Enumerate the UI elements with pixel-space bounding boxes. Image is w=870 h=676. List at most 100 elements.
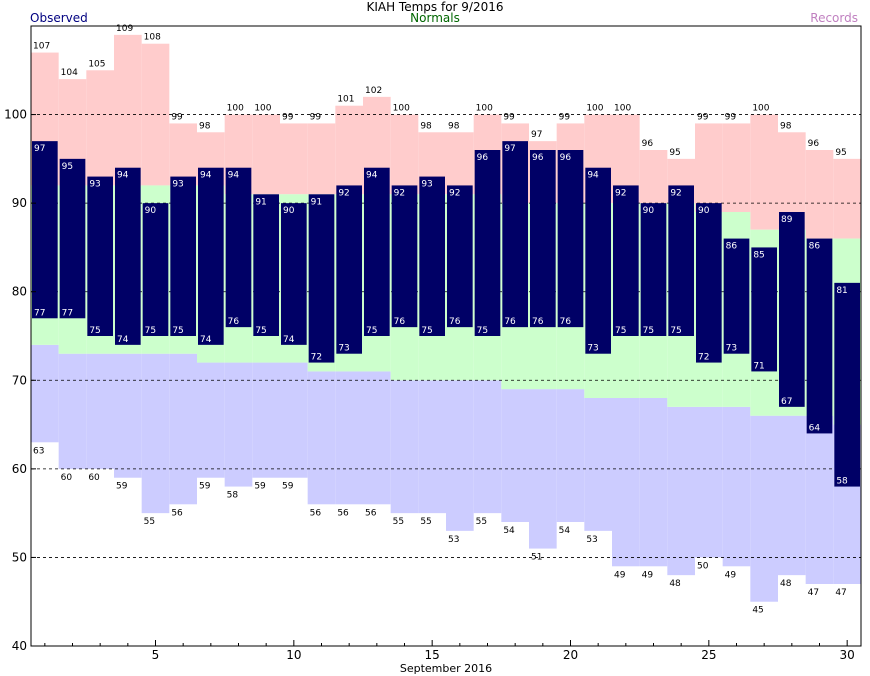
- record-high-label: 105: [88, 59, 105, 69]
- record-low-bar: [501, 389, 529, 522]
- record-high-label: 95: [669, 148, 680, 158]
- observed-low-label: 74: [283, 335, 295, 345]
- observed-bar: [474, 150, 501, 336]
- record-low-bar: [695, 406, 723, 558]
- record-high-label: 101: [337, 95, 354, 105]
- observed-low-label: 77: [62, 308, 73, 318]
- record-low-label: 49: [725, 570, 737, 580]
- record-high-bar: [750, 114, 778, 230]
- record-low-label: 50: [697, 561, 709, 571]
- record-low-bar: [390, 380, 419, 514]
- record-high-label: 100: [227, 104, 244, 114]
- observed-bar: [723, 238, 750, 354]
- record-high-bar: [805, 150, 834, 239]
- observed-high-label: 96: [532, 153, 544, 163]
- record-high-bar: [280, 123, 308, 195]
- x-tick-label: 15: [425, 648, 440, 662]
- observed-bar: [281, 203, 307, 345]
- y-tick-label: 70: [12, 373, 27, 387]
- observed-high-label: 92: [394, 188, 405, 198]
- record-high-label: 99: [503, 112, 515, 122]
- observed-bar: [557, 150, 584, 328]
- observed-low-label: 74: [200, 335, 212, 345]
- record-low-label: 55: [476, 517, 487, 527]
- observed-high-label: 94: [200, 171, 212, 181]
- record-high-label: 98: [780, 121, 792, 131]
- observed-bar: [668, 185, 694, 336]
- x-tick-label: 30: [840, 648, 855, 662]
- observed-high-label: 93: [172, 180, 183, 190]
- record-low-bar: [584, 398, 612, 531]
- record-high-label: 108: [144, 33, 161, 43]
- observed-bar: [419, 176, 445, 336]
- observed-low-label: 67: [781, 397, 792, 407]
- x-tick-label: 10: [286, 648, 301, 662]
- record-low-bar: [335, 371, 363, 505]
- observed-low-label: 75: [172, 326, 183, 336]
- record-low-bar: [141, 353, 170, 514]
- observed-low-label: 75: [477, 326, 488, 336]
- observed-bar: [87, 176, 113, 336]
- record-high-bar: [390, 114, 419, 195]
- observed-bar: [834, 282, 860, 487]
- record-low-bar: [750, 415, 778, 602]
- observed-bar: [253, 194, 279, 336]
- x-tick-label: 5: [152, 648, 160, 662]
- observed-low-label: 75: [89, 326, 100, 336]
- legend-records: Records: [810, 11, 858, 25]
- observed-low-label: 76: [449, 317, 461, 327]
- record-low-bar: [805, 415, 834, 584]
- record-high-label: 100: [476, 104, 493, 114]
- data-labels-layer: 97 77 107 63 95 77 104 60 93 75 105 60 94 74 109 59 90 75…: [33, 24, 848, 616]
- record-high-label: 98: [199, 121, 211, 131]
- y-tick-label: 50: [12, 550, 27, 564]
- observed-bar: [447, 185, 473, 328]
- observed-layer: [32, 141, 860, 487]
- record-low-bar: [58, 353, 87, 469]
- observed-high-label: 94: [117, 171, 129, 181]
- record-high-label: 96: [642, 139, 654, 149]
- observed-high-label: 95: [62, 162, 73, 172]
- observed-high-label: 94: [587, 171, 599, 181]
- observed-high-label: 96: [477, 153, 489, 163]
- record-low-bar: [252, 362, 280, 478]
- record-low-label: 58: [227, 491, 239, 501]
- observed-high-label: 90: [698, 206, 710, 216]
- record-low-bar: [114, 353, 142, 478]
- observed-bar: [308, 194, 335, 363]
- record-high-bar: [114, 34, 142, 186]
- observed-bar: [391, 185, 418, 328]
- observed-bar: [336, 185, 362, 354]
- grid-layer: [31, 114, 861, 558]
- observed-low-label: 75: [145, 326, 156, 336]
- observed-high-label: 90: [145, 206, 157, 216]
- observed-high-label: 81: [836, 286, 847, 296]
- record-low-label: 55: [144, 517, 155, 527]
- observed-bar: [364, 167, 390, 336]
- observed-bar: [32, 141, 58, 319]
- record-high-bar: [639, 150, 668, 204]
- record-high-label: 99: [559, 112, 571, 122]
- record-high-label: 96: [808, 139, 820, 149]
- y-tick-label: 80: [12, 285, 27, 299]
- record-low-label: 55: [393, 517, 404, 527]
- observed-bar: [198, 167, 224, 345]
- record-low-bar: [31, 344, 59, 443]
- observed-low-label: 76: [532, 317, 544, 327]
- record-low-label: 55: [420, 517, 431, 527]
- record-high-bar: [252, 114, 280, 195]
- observed-bar: [751, 247, 777, 372]
- observed-low-label: 64: [809, 423, 821, 433]
- record-low-bar: [446, 380, 474, 531]
- legend-observed: Observed: [30, 11, 88, 25]
- observed-high-label: 92: [615, 188, 626, 198]
- record-low-label: 59: [254, 482, 266, 492]
- observed-high-label: 92: [670, 188, 681, 198]
- observed-bar: [142, 203, 169, 336]
- observed-low-label: 76: [228, 317, 240, 327]
- record-high-bar: [86, 70, 114, 186]
- observed-low-label: 76: [504, 317, 516, 327]
- record-high-bar: [695, 123, 723, 212]
- axis-layer: 40 50 60 70 80 90 100 5 10 15 20 25 30 September 2016: [4, 25, 862, 675]
- record-low-bar: [307, 371, 336, 505]
